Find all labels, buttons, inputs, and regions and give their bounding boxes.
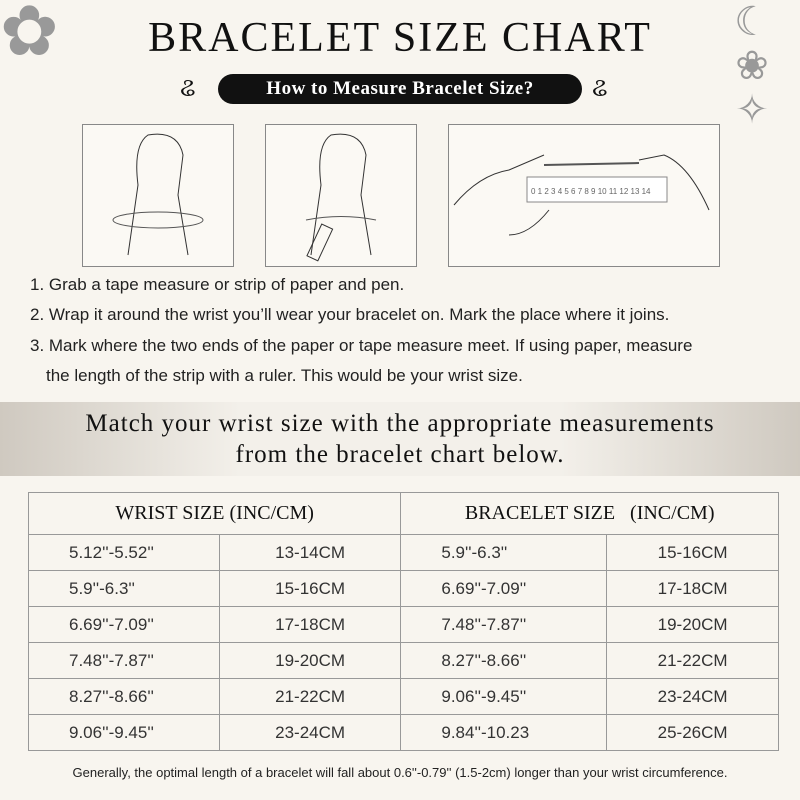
table-row: 5.12''-5.52'' 13-14CM 5.9''-6.3'' 15-16CM xyxy=(28,534,779,571)
table-row: 8.27''-8.66'' 21-22CM 9.06''-9.45'' 23-24CM xyxy=(28,678,779,715)
illustration-mark-pen xyxy=(265,124,417,267)
step-1: 1. Grab a tape measure or strip of paper… xyxy=(30,275,405,294)
illustration-ruler: 0 1 2 3 4 5 6 7 8 9 10 11 12 13 14 xyxy=(448,124,720,267)
hands-ruler-icon: 0 1 2 3 4 5 6 7 8 9 10 11 12 13 14 xyxy=(453,154,710,236)
banner-line-2: from the bracelet chart below. xyxy=(235,441,565,468)
page-title: BRACELET SIZE CHART xyxy=(148,15,652,61)
bracelet-inches-cell: 9.06''-9.45'' xyxy=(400,678,608,715)
wrist-cm-cell: 23-24CM xyxy=(218,714,402,751)
wrist-inches-cell: 8.27''-8.66'' xyxy=(28,678,220,715)
step-3-cont: the length of the strip with a ruler. Th… xyxy=(46,366,523,385)
swirl-left-icon: ଌ xyxy=(180,72,196,102)
illustration-wrap-tape xyxy=(82,124,234,267)
footnote: Generally, the optimal length of a brace… xyxy=(72,765,728,780)
bracelet-inches-cell: 6.69''-7.09'' xyxy=(400,570,608,607)
wrist-cm-cell: 21-22CM xyxy=(218,678,402,715)
bracelet-inches-cell: 9.84''-10.23 xyxy=(400,714,608,751)
header-bracelet-size: BRACELET SIZE (INC/CM) xyxy=(400,492,779,535)
bracelet-cm-cell: 19-20CM xyxy=(606,606,779,643)
wrist-cm-cell: 17-18CM xyxy=(218,606,402,643)
banner-line-1: Match your wrist size with the appropria… xyxy=(85,410,715,437)
bracelet-inches-cell: 7.48''-7.87'' xyxy=(400,606,608,643)
table-header: WRIST SIZE (INC/CM) BRACELET SIZE (INC/C… xyxy=(27,492,779,535)
wrist-inches-cell: 5.9''-6.3'' xyxy=(28,570,220,607)
bracelet-cm-cell: 25-26CM xyxy=(606,714,779,751)
table-row: 7.48''-7.87'' 19-20CM 8.27''-8.66'' 21-22CM xyxy=(28,642,779,679)
hand-pen-icon xyxy=(305,133,377,262)
wrist-inches-cell: 7.48''-7.87'' xyxy=(28,642,220,679)
table-row: 9.06''-9.45'' 23-24CM 9.84''-10.23 25-26CM xyxy=(28,714,779,751)
wrist-inches-cell: 5.12''-5.52'' xyxy=(28,534,220,571)
wrist-cm-cell: 13-14CM xyxy=(218,534,402,571)
bracelet-cm-cell: 17-18CM xyxy=(606,570,779,607)
bracelet-inches-cell: 8.27''-8.66'' xyxy=(400,642,608,679)
subtitle-pill: How to Measure Bracelet Size? xyxy=(218,74,582,104)
wrist-cm-cell: 15-16CM xyxy=(218,570,402,607)
wrist-inches-cell: 6.69''-7.09'' xyxy=(28,606,220,643)
bracelet-cm-cell: 23-24CM xyxy=(606,678,779,715)
bracelet-cm-cell: 21-22CM xyxy=(606,642,779,679)
size-table: WRIST SIZE (INC/CM) BRACELET SIZE (INC/C… xyxy=(27,492,779,751)
table-row: 5.9''-6.3'' 15-16CM 6.69''-7.09'' 17-18CM xyxy=(28,570,779,607)
hand-wrap-icon xyxy=(112,133,204,256)
bracelet-inches-cell: 5.9''-6.3'' xyxy=(400,534,608,571)
mandala-ornament-icon: ✿ xyxy=(0,0,59,70)
wrist-inches-cell: 9.06''-9.45'' xyxy=(28,714,220,751)
swirl-right-icon: ଌ xyxy=(592,72,608,102)
lotus-ornament-icon: ☾ ❀ ✧ xyxy=(734,0,770,132)
table-row: 6.69''-7.09'' 17-18CM 7.48''-7.87'' 19-20CM xyxy=(28,606,779,643)
bracelet-cm-cell: 15-16CM xyxy=(606,534,779,571)
header-wrist-size: WRIST SIZE (INC/CM) xyxy=(27,492,402,535)
wrist-cm-cell: 19-20CM xyxy=(218,642,402,679)
step-3: 3. Mark where the two ends of the paper … xyxy=(30,336,693,355)
step-2: 2. Wrap it around the wrist you’ll wear … xyxy=(30,305,670,324)
ruler-numbers: 0 1 2 3 4 5 6 7 8 9 10 11 12 13 14 xyxy=(531,187,651,196)
instruction-banner: Match your wrist size with the appropria… xyxy=(0,402,800,476)
